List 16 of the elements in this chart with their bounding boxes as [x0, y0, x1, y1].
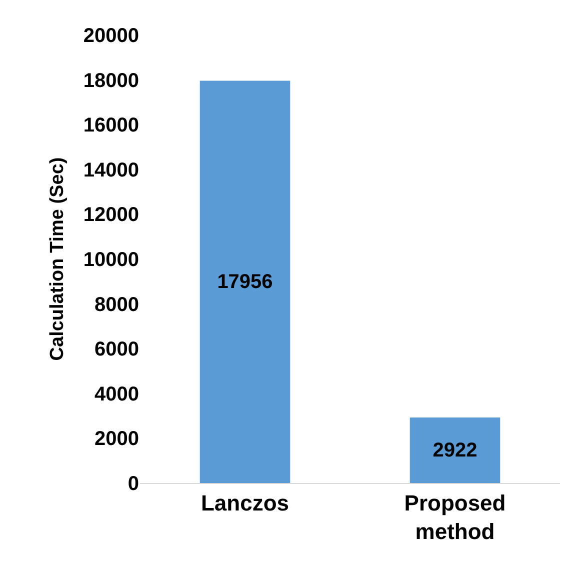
y-tick-label: 20000	[83, 25, 139, 47]
y-tick-label: 4000	[94, 383, 139, 406]
x-tick-label: Lanczos	[200, 490, 290, 516]
data-label: 17956	[217, 270, 273, 293]
y-tick-label: 16000	[83, 114, 139, 137]
y-tick-label: 14000	[83, 159, 139, 182]
y-tick-label: 10000	[83, 249, 139, 271]
x-tick-label: Proposed method	[404, 490, 506, 544]
y-tick-label: 6000	[94, 338, 139, 361]
y-axis-title: Calculation Time (Sec)	[47, 157, 68, 361]
y-tick-label: 8000	[94, 294, 139, 316]
y-tick-label: 0	[128, 473, 139, 495]
y-tick-label: 18000	[83, 70, 139, 92]
y-tick-label: 2000	[94, 428, 139, 450]
data-label: 2922	[432, 439, 478, 462]
y-tick-label: 12000	[83, 204, 139, 226]
